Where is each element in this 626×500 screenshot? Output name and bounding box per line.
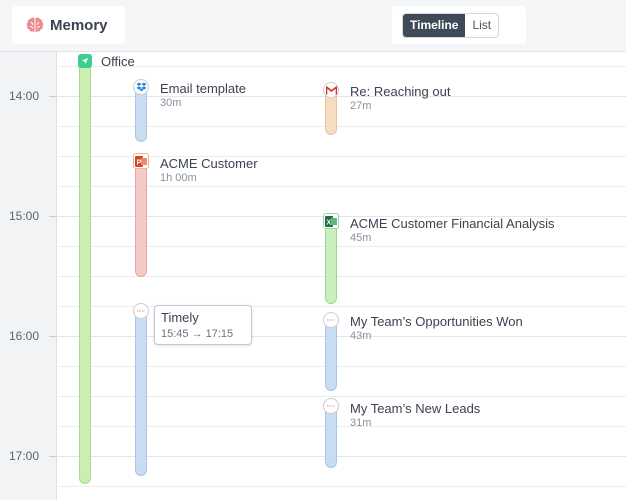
svg-text:X: X <box>327 219 332 226</box>
acme-customer-title: ACME Customer <box>160 156 258 171</box>
re-reaching-out-duration: 27m <box>350 100 372 112</box>
hour-tick <box>49 336 57 337</box>
tab-list[interactable]: List <box>472 18 492 32</box>
hour-tick <box>49 96 57 97</box>
time-gutter <box>0 52 57 500</box>
powerpoint-icon: P <box>133 153 149 169</box>
opportunities-won-duration: 43m <box>350 330 372 342</box>
gridline <box>58 246 626 247</box>
hour-tick <box>49 456 57 457</box>
timely-icon <box>133 303 149 319</box>
re-reaching-out-title: Re: Reaching out <box>350 84 451 99</box>
email-template-title: Email template <box>160 81 246 96</box>
timeline-panel[interactable]: 14:00 15:00 16:00 17:00 Office Email tem… <box>0 52 626 500</box>
gridline-hour <box>58 216 626 217</box>
view-toggle: Timeline List <box>402 13 500 38</box>
hour-label-16: 16:00 <box>9 329 40 343</box>
hour-label-15: 15:00 <box>9 209 40 223</box>
acme-financial-duration: 45m <box>350 232 372 244</box>
timely-event-bar[interactable] <box>135 306 147 476</box>
gridline <box>58 66 626 67</box>
gridline <box>58 486 626 487</box>
gridline <box>58 306 626 307</box>
timely-event-tooltip[interactable]: Timely 15:45 → 17:15 <box>154 305 252 345</box>
timely-time-range: 15:45 → 17:15 <box>161 328 234 340</box>
hour-label-14: 14:00 <box>9 89 40 103</box>
gmail-icon <box>323 82 339 98</box>
gridline <box>58 276 626 277</box>
acme-customer-event-bar[interactable] <box>135 156 147 277</box>
timely-icon <box>323 312 339 328</box>
acme-financial-title: ACME Customer Financial Analysis <box>350 216 555 231</box>
brain-logo-icon <box>26 17 44 33</box>
view-toggle-container: Timeline List <box>392 6 526 44</box>
gridline-hour <box>58 96 626 97</box>
timely-icon <box>323 398 339 414</box>
hour-tick <box>49 216 57 217</box>
hour-label-17: 17:00 <box>9 449 40 463</box>
opportunities-won-title: My Team’s Opportunities Won <box>350 314 523 329</box>
office-location-icon <box>78 54 92 68</box>
gridline <box>58 156 626 157</box>
gridline <box>58 186 626 187</box>
new-leads-title: My Team’s New Leads <box>350 401 481 416</box>
acme-customer-duration: 1h 00m <box>160 172 197 184</box>
gridline <box>58 396 626 397</box>
email-template-duration: 30m <box>160 97 182 109</box>
new-leads-duration: 31m <box>350 417 372 429</box>
office-event-title: Office <box>101 54 135 69</box>
acme-financial-event-bar[interactable] <box>325 216 337 304</box>
tab-timeline[interactable]: Timeline <box>403 14 466 37</box>
gridline-hour <box>58 336 626 337</box>
office-event-bar[interactable] <box>79 58 91 484</box>
dropbox-icon <box>133 79 149 95</box>
excel-icon: X <box>323 213 339 229</box>
app-brand[interactable]: Memory <box>12 6 125 44</box>
top-bar: Memory Timeline List <box>0 0 626 52</box>
timely-title: Timely <box>161 310 199 325</box>
svg-text:P: P <box>137 159 142 166</box>
app-name: Memory <box>50 16 108 34</box>
gridline <box>58 126 626 127</box>
gridline-hour <box>58 456 626 457</box>
gridline <box>58 426 626 427</box>
gridline <box>58 366 626 367</box>
